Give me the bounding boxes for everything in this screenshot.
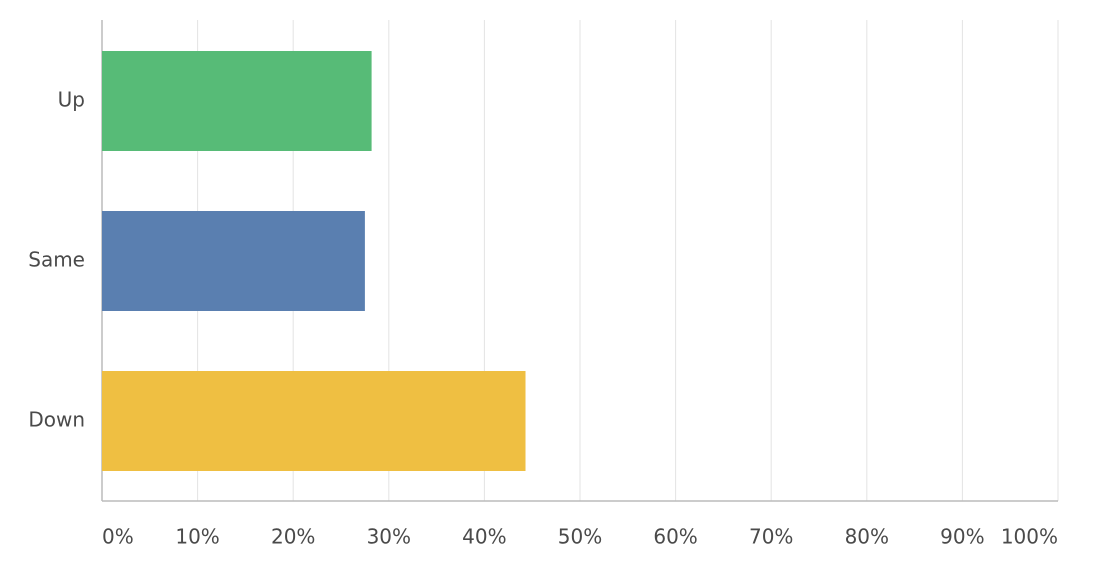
x-tick-label: 60% <box>653 525 697 549</box>
x-tick-label: 70% <box>749 525 793 549</box>
x-tick-label: 0% <box>102 525 134 549</box>
bar <box>102 371 526 471</box>
x-tick-label: 30% <box>367 525 411 549</box>
x-tick-label: 90% <box>940 525 984 549</box>
y-tick-label: Down <box>28 408 85 432</box>
y-tick-label: Same <box>28 248 85 272</box>
x-tick-label: 10% <box>175 525 219 549</box>
x-tick-label: 50% <box>558 525 602 549</box>
x-tick-label: 80% <box>845 525 889 549</box>
x-tick-label: 40% <box>462 525 506 549</box>
x-tick-label: 100% <box>1001 525 1058 549</box>
x-tick-label: 20% <box>271 525 315 549</box>
bar <box>102 51 372 151</box>
y-tick-label: Up <box>58 88 85 112</box>
bar <box>102 211 365 311</box>
